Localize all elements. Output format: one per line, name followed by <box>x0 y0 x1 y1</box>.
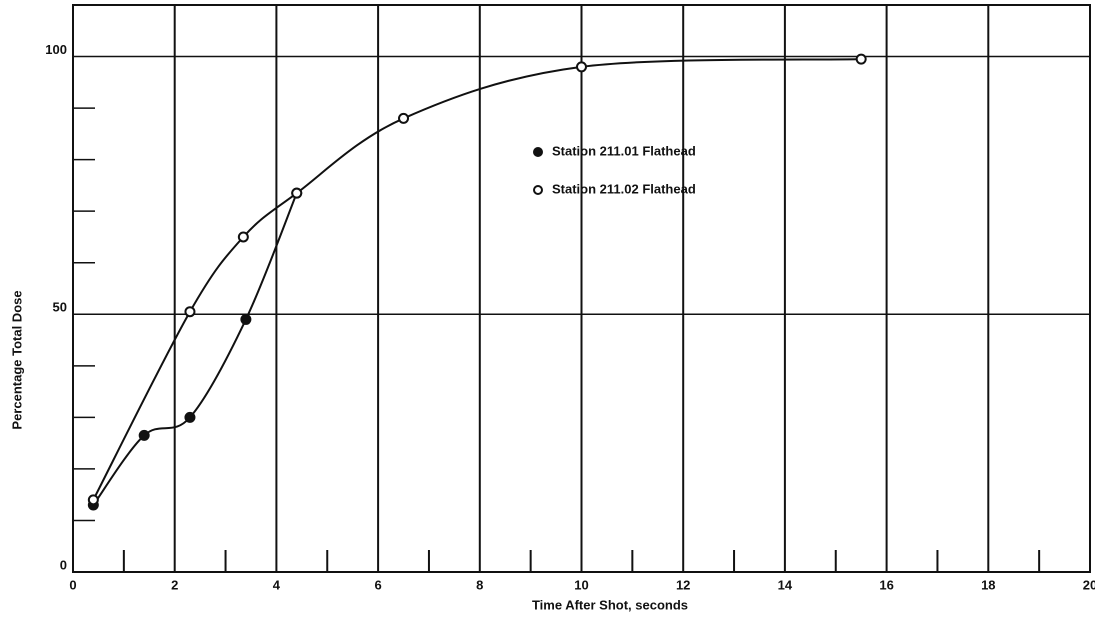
y-tick-label: 0 <box>60 557 67 572</box>
x-tick-label: 12 <box>676 577 690 592</box>
x-tick-label: 20 <box>1083 577 1095 592</box>
data-point <box>184 411 196 423</box>
y-tick-label: 100 <box>45 42 67 57</box>
series-line <box>92 192 298 506</box>
data-point <box>855 53 867 65</box>
legend-marker <box>533 185 543 195</box>
data-point <box>398 112 410 124</box>
data-point <box>240 313 252 325</box>
x-tick-label: 4 <box>273 577 281 592</box>
data-point <box>184 306 196 318</box>
x-tick-label: 14 <box>778 577 793 592</box>
x-tick-label: 2 <box>171 577 178 592</box>
y-axis-label: Percentage Total Dose <box>9 290 24 429</box>
x-tick-label: 8 <box>476 577 483 592</box>
series-line <box>92 58 862 501</box>
legend-marker <box>533 147 543 157</box>
x-tick-label: 18 <box>981 577 995 592</box>
legend-label: Station 211.01 Flathead <box>552 143 696 158</box>
y-tick-label: 50 <box>53 300 67 315</box>
data-point <box>291 187 303 199</box>
data-point <box>576 61 587 73</box>
x-tick-label: 6 <box>374 577 381 592</box>
x-tick-label: 10 <box>574 577 588 592</box>
x-tick-label: 16 <box>879 577 893 592</box>
legend-label: Station 211.02 Flathead <box>552 181 696 196</box>
data-point <box>87 494 99 506</box>
x-tick-label: 0 <box>69 577 76 592</box>
data-point <box>138 429 150 441</box>
data-point <box>237 231 249 243</box>
x-axis-label: Time After Shot, seconds <box>532 597 688 612</box>
